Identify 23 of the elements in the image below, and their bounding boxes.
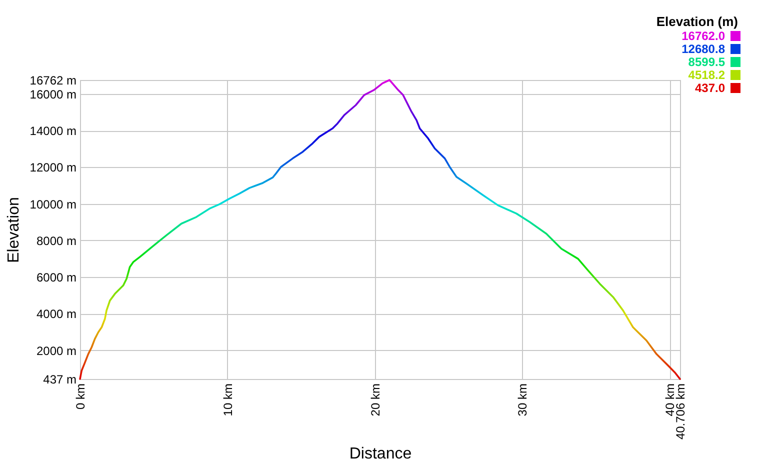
x-tick-label: 20 km	[368, 384, 382, 416]
y-tick-label: 12000 m	[30, 160, 76, 175]
x-axis-title: Distance	[349, 446, 412, 460]
y-tick-label: 6000 m	[36, 270, 76, 285]
y-tick-label: 8000 m	[36, 234, 76, 248]
y-tick-label: 16762 m	[30, 74, 76, 88]
y-tick-label: 437 m	[43, 372, 76, 386]
color-bar-label: 16762.0	[682, 29, 726, 43]
x-tick-label: 30 km	[516, 384, 530, 416]
y-tick-label: 10000 m	[30, 197, 76, 212]
y-tick-label: 14000 m	[30, 124, 76, 138]
y-tick-label: 16000 m	[30, 87, 76, 102]
line-series	[79, 79, 681, 380]
x-tick-label: 10 km	[220, 384, 235, 416]
y-axis-title: Elevation	[6, 197, 22, 263]
color-bar-title: Elevation (m)	[656, 14, 738, 29]
color-bar-label: 12680.8	[682, 42, 726, 56]
y-tick-label: 4000 m	[36, 307, 76, 322]
color-bar-label: 8599.5	[688, 55, 726, 69]
x-tick-label: 0 km	[74, 384, 88, 410]
color-bar-label: 437.0	[694, 81, 726, 95]
color-bar-label: 4518.2	[688, 68, 726, 82]
y-tick-label: 2000 m	[36, 344, 76, 358]
